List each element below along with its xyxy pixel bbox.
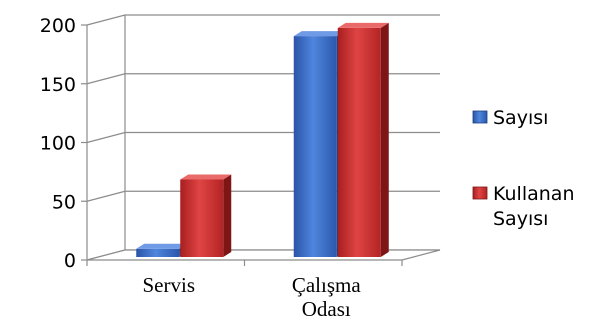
bar-top <box>136 243 188 249</box>
bar-front <box>337 27 381 257</box>
y-axis-ticks: 0 50 100 150 200 <box>40 15 87 272</box>
x-tick-label: Servis <box>143 273 196 297</box>
bar-top <box>293 31 345 37</box>
y-tick-label: 50 <box>52 191 76 213</box>
bars <box>136 22 389 257</box>
x-tick-label: Çalışma <box>292 273 362 297</box>
legend-label: Sayısı <box>493 208 548 230</box>
x-tick-label: Odası <box>302 297 351 321</box>
bar-side <box>223 174 232 257</box>
bar <box>136 243 188 257</box>
legend-item: Sayısı <box>472 107 548 129</box>
bar-front <box>293 36 337 257</box>
legend-item: Kullanan Sayısı <box>472 183 574 230</box>
legend-label: Sayısı <box>493 107 548 129</box>
bar <box>337 22 389 257</box>
y-tick-label: 150 <box>40 74 76 96</box>
legend-label: Kullanan <box>493 183 574 205</box>
legend: Sayısı Kullanan Sayısı <box>472 107 574 230</box>
bar-front <box>136 248 180 257</box>
legend-swatch <box>472 110 488 124</box>
bar <box>180 174 232 257</box>
bar-side <box>380 22 389 257</box>
legend-swatch <box>472 186 488 200</box>
bar-top <box>180 174 232 180</box>
bar-front <box>180 179 224 257</box>
bar-top <box>337 22 389 28</box>
y-tick-label: 0 <box>64 250 76 272</box>
y-tick-label: 100 <box>40 133 76 155</box>
y-tick-label: 200 <box>40 15 76 37</box>
bar <box>293 31 345 257</box>
